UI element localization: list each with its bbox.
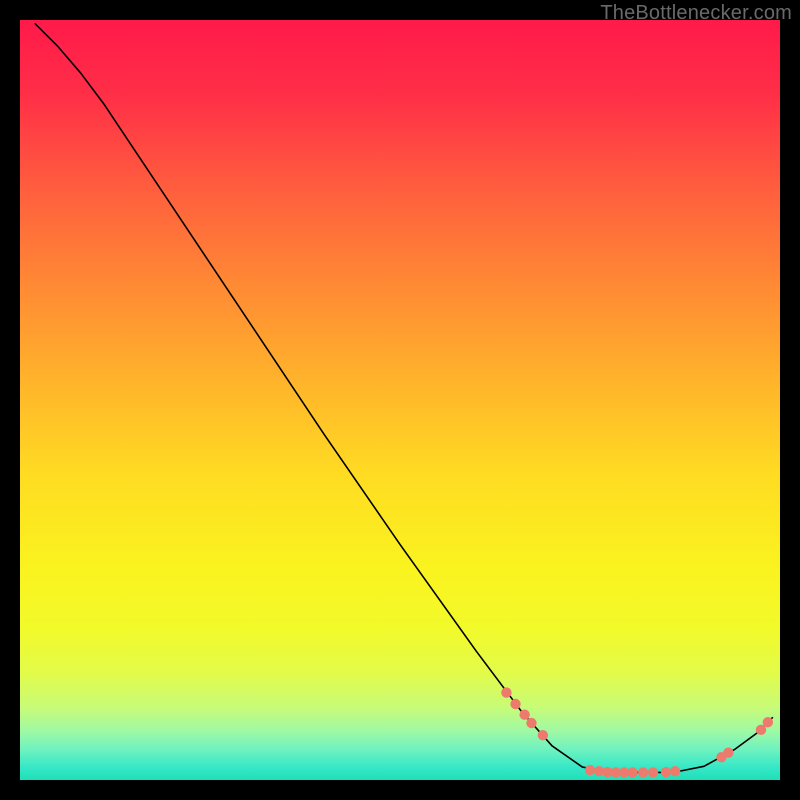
data-point <box>648 767 658 777</box>
bottleneck-chart <box>0 0 800 800</box>
data-point <box>501 687 511 697</box>
data-point <box>627 767 637 777</box>
data-point <box>723 747 733 757</box>
watermark-text: TheBottlenecker.com <box>600 2 792 25</box>
data-point <box>670 766 680 776</box>
gradient-background <box>20 20 780 780</box>
data-point <box>661 767 671 777</box>
data-point <box>585 765 595 775</box>
data-point <box>763 717 773 727</box>
data-point <box>526 718 536 728</box>
data-point <box>519 709 529 719</box>
data-point <box>538 730 548 740</box>
data-point <box>638 767 648 777</box>
chart-container: { "watermark": { "text": "TheBottlenecke… <box>0 0 800 800</box>
data-point <box>510 699 520 709</box>
